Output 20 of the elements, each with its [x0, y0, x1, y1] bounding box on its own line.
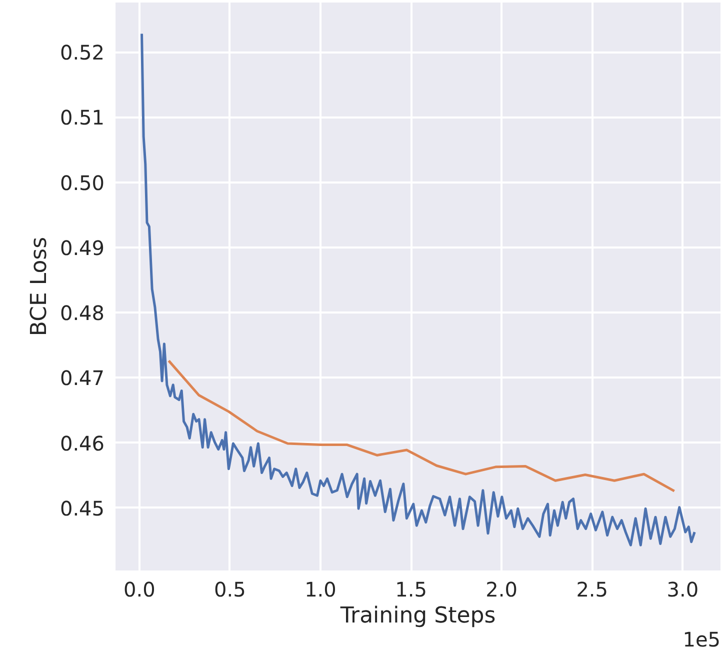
y-tick-label: 0.49	[60, 236, 104, 260]
x-tick-label: 2.0	[486, 578, 518, 602]
x-tick-label: 0.0	[124, 578, 156, 602]
line-series	[140, 32, 696, 546]
x-tick-label: 2.5	[576, 578, 608, 602]
line-series	[167, 360, 676, 492]
y-tick-label: 0.47	[60, 366, 104, 390]
x-tick-label: 3.0	[666, 578, 699, 602]
y-tick-label: 0.48	[60, 301, 104, 326]
y-tick-label: 0.46	[60, 431, 104, 456]
y-tick-label: 0.50	[60, 170, 104, 195]
y-tick-label: 0.52	[60, 40, 104, 65]
y-tick-label: 0.45	[60, 496, 104, 520]
x-axis-title: Training Steps	[339, 604, 496, 628]
y-tick-label: 0.51	[60, 106, 104, 130]
x-tick-label: 0.5	[214, 578, 246, 602]
x-tick-label: 1.0	[304, 578, 336, 602]
x-tick-label: 1.5	[395, 578, 427, 602]
y-axis-title: BCE Loss	[26, 236, 52, 336]
text: 1e5	[682, 628, 721, 648]
